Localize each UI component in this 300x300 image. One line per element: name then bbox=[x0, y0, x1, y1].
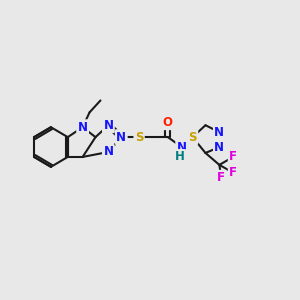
Text: F: F bbox=[229, 166, 237, 179]
Text: N: N bbox=[214, 126, 224, 139]
Text: N: N bbox=[177, 140, 187, 154]
Text: H: H bbox=[175, 150, 185, 164]
Text: N: N bbox=[78, 121, 88, 134]
Text: N: N bbox=[103, 146, 113, 158]
Text: N: N bbox=[103, 119, 113, 132]
Text: O: O bbox=[163, 116, 173, 129]
Text: S: S bbox=[188, 130, 197, 144]
Text: F: F bbox=[217, 171, 225, 184]
Text: N: N bbox=[116, 130, 126, 144]
Text: F: F bbox=[229, 150, 237, 164]
Text: S: S bbox=[135, 130, 143, 144]
Text: N: N bbox=[214, 140, 224, 154]
